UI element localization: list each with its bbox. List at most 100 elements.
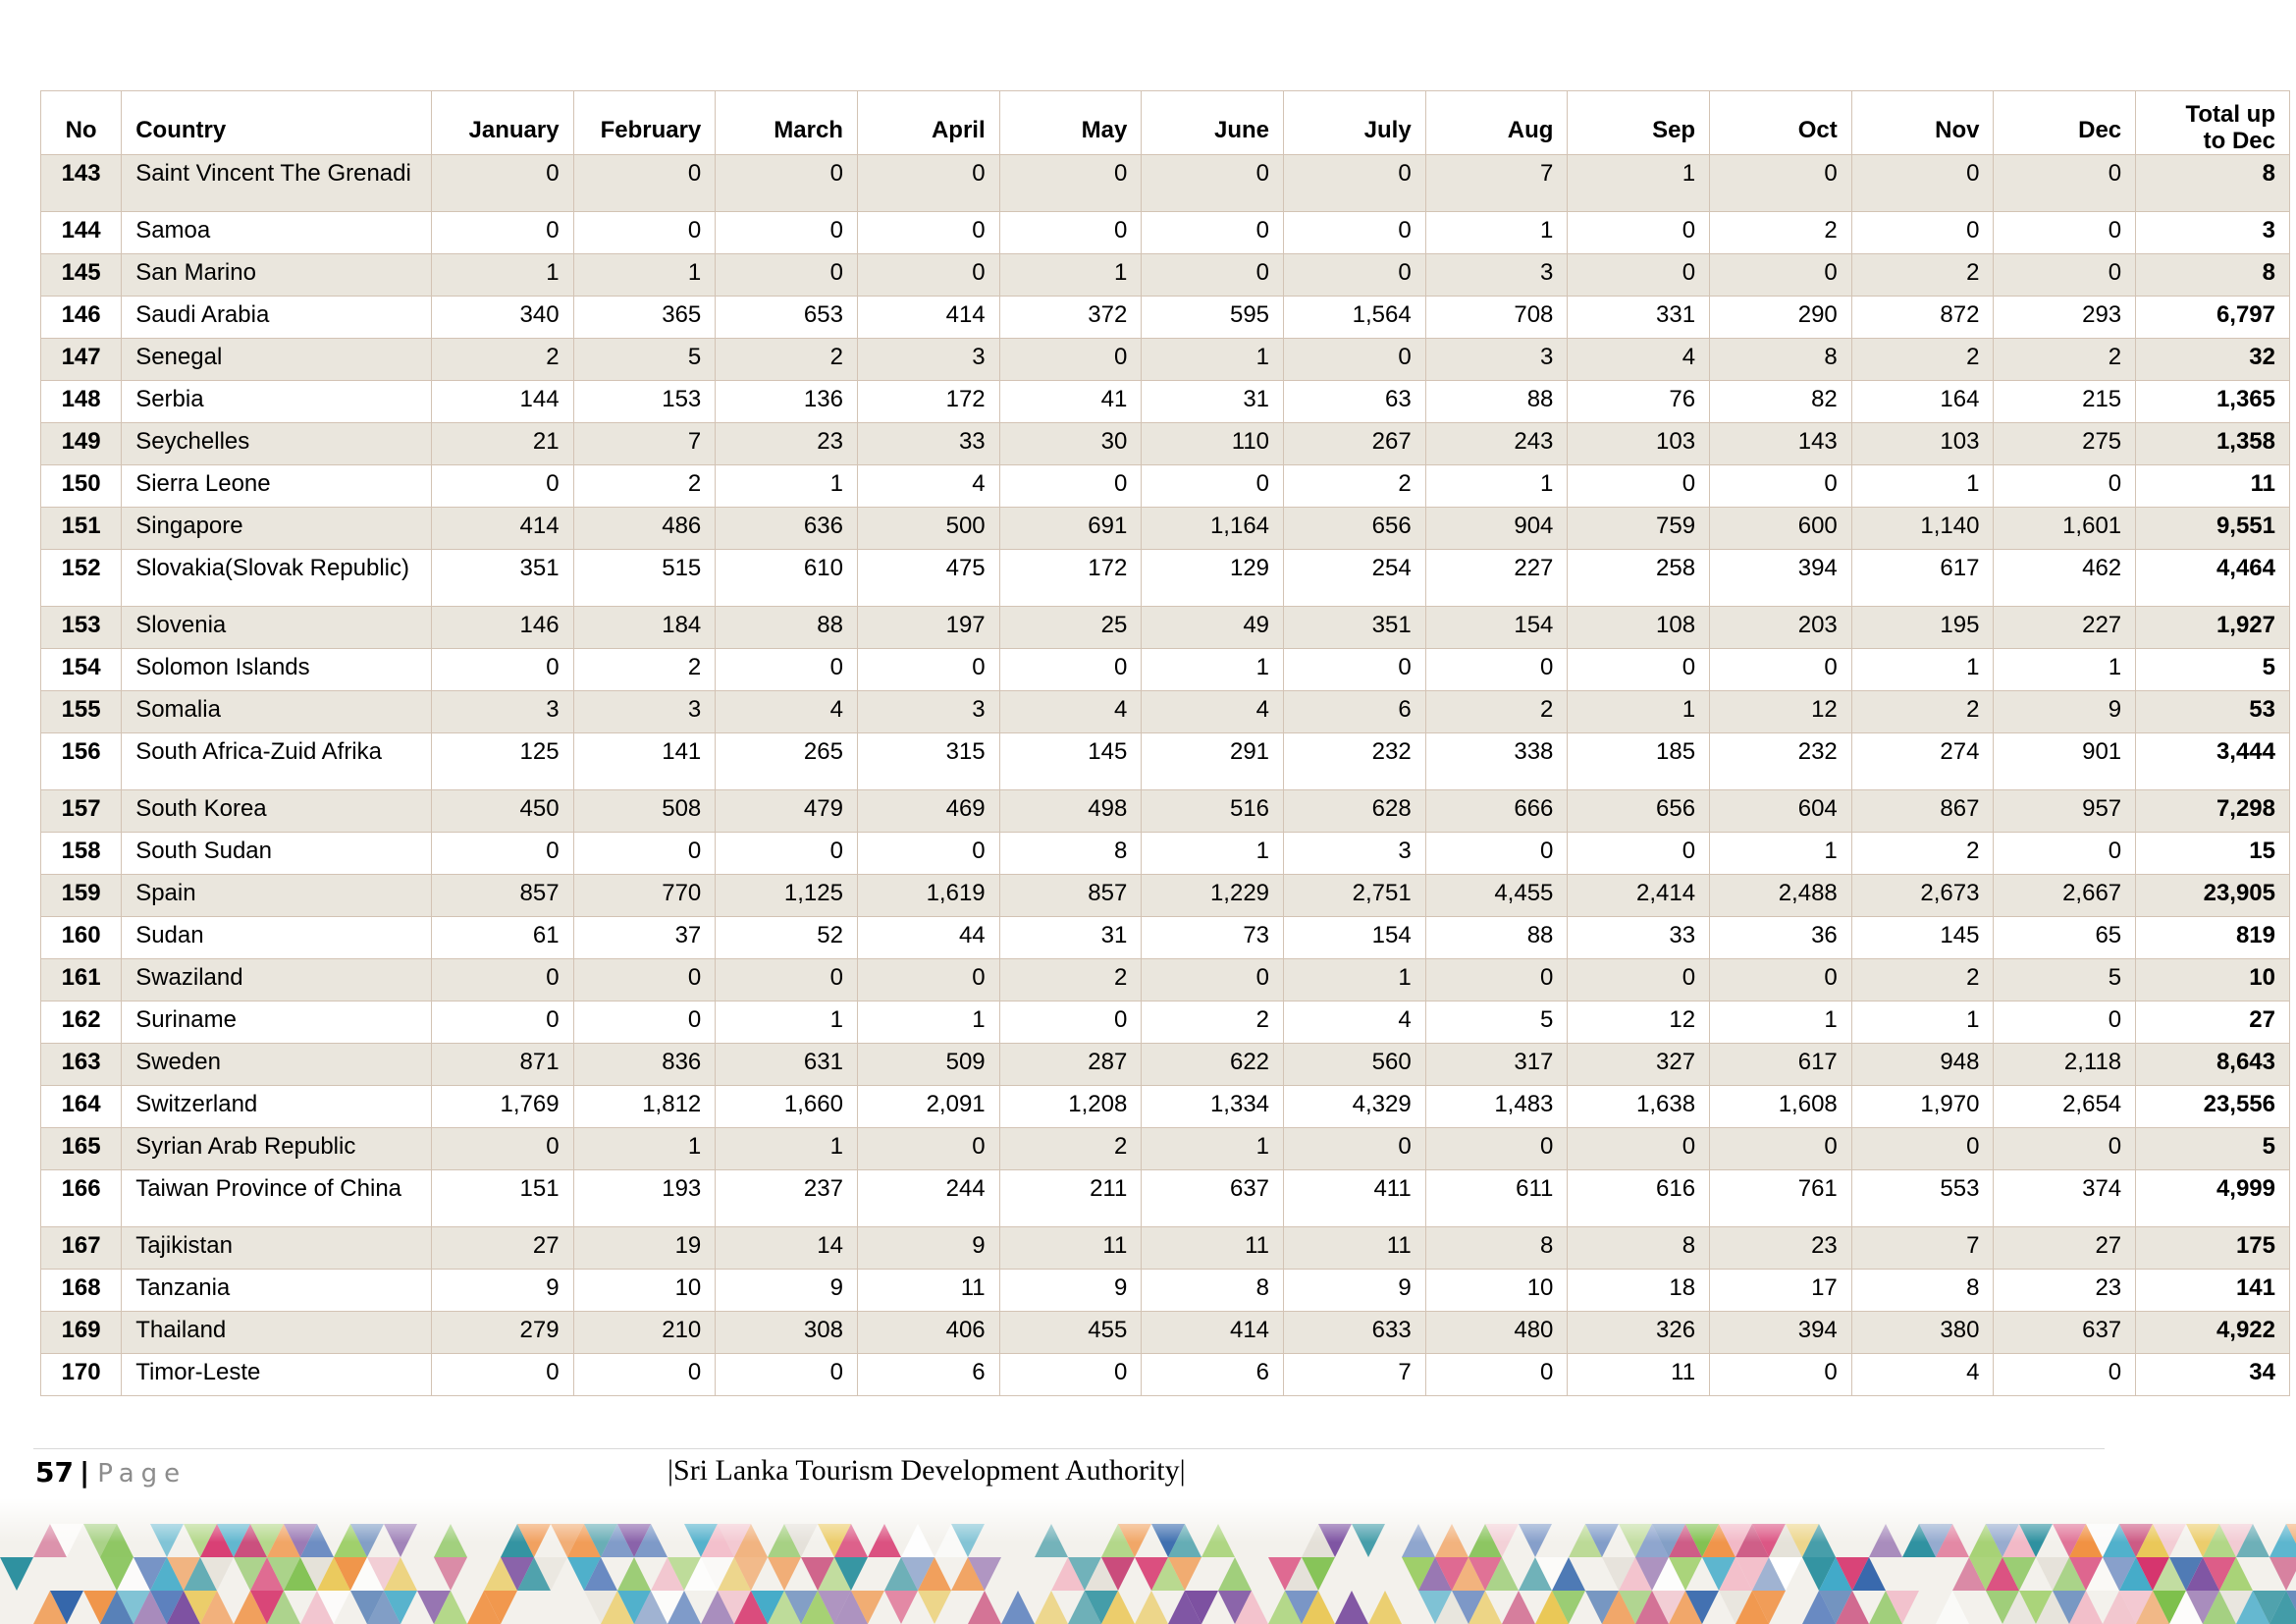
month-value-cell: 2: [715, 338, 858, 381]
month-value-cell: 4,455: [1424, 874, 1569, 917]
month-value-cell: 761: [1709, 1169, 1852, 1227]
month-value-cell: 144: [430, 380, 574, 423]
month-value-cell: 957: [1993, 789, 2137, 833]
month-value-cell: 12: [1709, 690, 1852, 733]
month-value-cell: 2,414: [1567, 874, 1711, 917]
month-value-cell: 331: [1567, 296, 1711, 339]
month-value-cell: 414: [1141, 1311, 1285, 1354]
month-value-cell: 0: [998, 338, 1143, 381]
month-value-cell: 0: [430, 648, 574, 691]
month-value-cell: 411: [1283, 1169, 1426, 1227]
month-value-cell: 8: [1424, 1226, 1569, 1270]
month-value-cell: 0: [1709, 1127, 1852, 1170]
decorative-geometric-banner: [0, 1498, 2296, 1624]
month-value-cell: 210: [572, 1311, 717, 1354]
month-value-cell: 293: [1993, 296, 2137, 339]
arrivals-table-container: No Country January February March April …: [39, 90, 2290, 1396]
month-value-cell: 172: [998, 549, 1143, 607]
month-value-cell: 1: [1567, 690, 1711, 733]
month-value-cell: 5: [572, 338, 717, 381]
month-value-cell: 227: [1424, 549, 1569, 607]
month-value-cell: 17: [1709, 1269, 1852, 1312]
month-value-cell: 27: [430, 1226, 574, 1270]
month-value-cell: 0: [998, 211, 1143, 254]
month-value-cell: 1: [1141, 648, 1285, 691]
month-value-cell: 0: [1993, 253, 2137, 297]
total-cell: 27: [2135, 1001, 2290, 1044]
month-value-cell: 0: [572, 154, 717, 212]
row-number-cell: 144: [39, 211, 123, 254]
month-value-cell: 1: [1709, 1001, 1852, 1044]
month-value-cell: 193: [572, 1169, 717, 1227]
country-cell: Saint Vincent The Grenadi: [121, 154, 432, 212]
month-value-cell: 7: [1424, 154, 1569, 212]
month-value-cell: 380: [1850, 1311, 1995, 1354]
month-value-cell: 227: [1993, 606, 2137, 649]
month-value-cell: 611: [1424, 1169, 1569, 1227]
total-cell: 7,298: [2135, 789, 2290, 833]
month-value-cell: 0: [1141, 211, 1285, 254]
month-value-cell: 136: [715, 380, 858, 423]
month-value-cell: 49: [1141, 606, 1285, 649]
table-row: 152 Slovakia(Slovak Republic) 351 515 610 475…: [39, 549, 2290, 607]
month-value-cell: 7: [572, 422, 717, 465]
month-value-cell: 462: [1993, 549, 2137, 607]
row-number-cell: 145: [39, 253, 123, 297]
month-value-cell: 0: [1283, 648, 1426, 691]
month-value-cell: 3: [856, 338, 1000, 381]
month-value-cell: 836: [572, 1043, 717, 1086]
month-value-cell: 622: [1141, 1043, 1285, 1086]
month-value-cell: 1: [1141, 338, 1285, 381]
month-value-cell: 0: [1141, 253, 1285, 297]
month-value-cell: 6: [1283, 690, 1426, 733]
table-row: 146 Saudi Arabia 340 365 653 414 372 595 1,564 70…: [39, 296, 2290, 339]
month-value-cell: 2: [1850, 690, 1995, 733]
month-value-cell: 8: [1709, 338, 1852, 381]
month-value-cell: 0: [1141, 464, 1285, 508]
country-cell: Switzerland: [121, 1085, 432, 1128]
month-value-cell: 2,673: [1850, 874, 1995, 917]
month-value-cell: 88: [715, 606, 858, 649]
month-value-cell: 637: [1993, 1311, 2137, 1354]
footer-divider: [33, 1448, 2105, 1449]
month-value-cell: 0: [856, 1127, 1000, 1170]
month-value-cell: 308: [715, 1311, 858, 1354]
total-cell: 23,556: [2135, 1085, 2290, 1128]
month-value-cell: 2: [1850, 832, 1995, 875]
total-cell: 53: [2135, 690, 2290, 733]
country-cell: Suriname: [121, 1001, 432, 1044]
table-row: 169 Thailand 279 210 308 406 455 414 633 480 326 39…: [39, 1311, 2290, 1354]
month-value-cell: 4: [715, 690, 858, 733]
month-value-cell: 65: [1993, 916, 2137, 959]
table-row: 143 Saint Vincent The Grenadi 0 0 0 0 0 0 0 7 1 0 0 0…: [39, 154, 2290, 212]
month-value-cell: 110: [1141, 422, 1285, 465]
month-value-cell: 267: [1283, 422, 1426, 465]
month-value-cell: 469: [856, 789, 1000, 833]
month-value-cell: 154: [1283, 916, 1426, 959]
month-value-cell: 0: [715, 1353, 858, 1396]
month-value-cell: 8: [998, 832, 1143, 875]
month-value-cell: 1,208: [998, 1085, 1143, 1128]
month-value-cell: 2,488: [1709, 874, 1852, 917]
month-value-cell: 628: [1283, 789, 1426, 833]
month-value-cell: 2: [1850, 253, 1995, 297]
month-value-cell: 23: [1709, 1226, 1852, 1270]
country-cell: Syrian Arab Republic: [121, 1127, 432, 1170]
table-row: 153 Slovenia 146 184 88 197 25 49 351 154 108 203 19…: [39, 606, 2290, 649]
month-value-cell: 516: [1141, 789, 1285, 833]
month-value-cell: 27: [1993, 1226, 2137, 1270]
month-value-cell: 3: [1424, 338, 1569, 381]
month-value-cell: 500: [856, 507, 1000, 550]
month-value-cell: 0: [1283, 211, 1426, 254]
month-value-cell: 33: [856, 422, 1000, 465]
month-value-cell: 1: [856, 1001, 1000, 1044]
month-value-cell: 0: [715, 154, 858, 212]
month-value-cell: 1: [1424, 464, 1569, 508]
row-number-cell: 162: [39, 1001, 123, 1044]
month-value-cell: 197: [856, 606, 1000, 649]
month-value-cell: 1,334: [1141, 1085, 1285, 1128]
month-value-cell: 1,564: [1283, 296, 1426, 339]
month-value-cell: 351: [1283, 606, 1426, 649]
table-row: 154 Solomon Islands 0 2 0 0 0 1 0 0 0 0 1 1 5: [39, 648, 2290, 691]
month-value-cell: 0: [430, 1353, 574, 1396]
